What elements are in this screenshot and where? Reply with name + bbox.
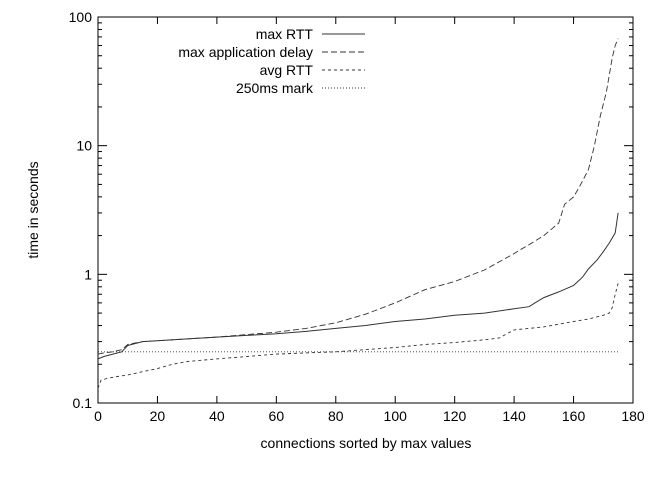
x-tick-label: 0 <box>94 408 102 424</box>
legend-label: max application delay <box>178 44 313 60</box>
x-tick-label: 80 <box>328 408 344 424</box>
x-tick-label: 100 <box>384 408 408 424</box>
y-tick-label: 1 <box>84 266 92 282</box>
legend-label: max RTT <box>256 26 314 42</box>
legend: max RTT max application delay avg RTT 250ms… <box>178 26 365 96</box>
plot-frame-group <box>97 16 634 404</box>
x-axis-label: connections sorted by max values <box>261 435 472 451</box>
x-tick-label: 60 <box>269 408 285 424</box>
x-tick-label: 20 <box>150 408 166 424</box>
legend-label: avg RTT <box>260 62 314 78</box>
series-line-avg-rtt <box>97 283 619 389</box>
x-tick-label: 140 <box>502 408 526 424</box>
y-tick-label: 100 <box>69 9 93 25</box>
plot-frame <box>97 16 634 404</box>
ticks-group: 0 20 40 60 80 100 120 140 160 180 0.1 1 10 100 <box>69 9 645 424</box>
x-tick-label: 180 <box>621 408 645 424</box>
y-tick-label: 0.1 <box>73 395 93 411</box>
series-line-max-application-delay <box>97 38 619 355</box>
series-line-max-rtt <box>97 212 619 360</box>
legend-label: 250ms mark <box>236 80 314 96</box>
series-group <box>97 38 619 389</box>
y-tick-label: 10 <box>76 138 92 154</box>
x-tick-label: 40 <box>209 408 225 424</box>
y-axis-label: time in seconds <box>25 161 41 258</box>
x-tick-label: 160 <box>562 408 586 424</box>
x-tick-label: 120 <box>443 408 467 424</box>
